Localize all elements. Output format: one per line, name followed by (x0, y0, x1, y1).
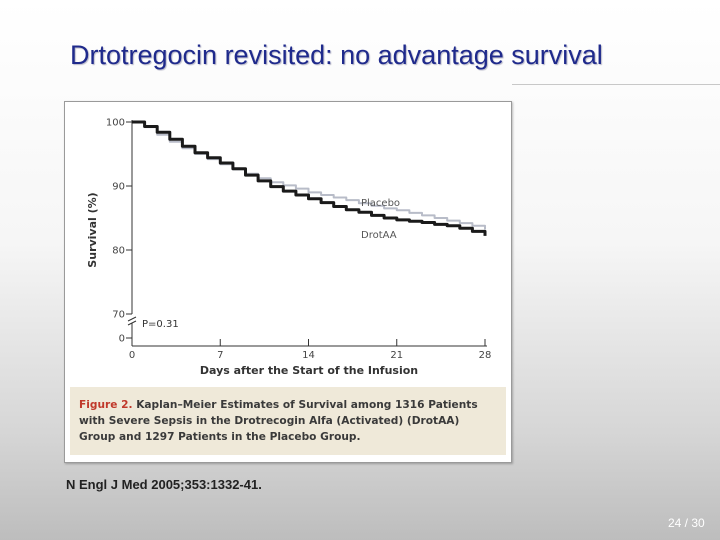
survival-chart: 0 70 80 90 100 0 7 14 21 28 Survival (%) Days aft… (86, 118, 492, 378)
x-tick-label: 21 (390, 350, 403, 361)
figure-caption: Figure 2. Kaplan–Meier Estimates of Surv… (79, 397, 499, 445)
y-tick-label: 100 (106, 118, 125, 129)
x-axis-label: Days after the Start of the Infusion (200, 364, 418, 377)
figure-caption-box: Figure 2. Kaplan–Meier Estimates of Surv… (70, 387, 506, 455)
citation: N Engl J Med 2005;353:1332-41. (66, 477, 262, 492)
x-tick-label: 14 (302, 350, 315, 361)
y-tick-label: 80 (112, 246, 125, 257)
x-tick-label: 7 (217, 350, 223, 361)
y-tick-label: 0 (119, 334, 125, 345)
caption-body: Kaplan–Meier Estimates of Survival among… (79, 399, 478, 443)
x-tick-label: 28 (479, 350, 492, 361)
y-tick-label: 90 (112, 182, 125, 193)
series-line-drotaa (132, 120, 487, 236)
title-divider (512, 84, 720, 85)
x-tick-label: 0 (129, 350, 135, 361)
legend-label-drotaa: DrotAA (361, 230, 397, 241)
caption-figure-label: Figure 2. (79, 399, 133, 411)
y-axis-label: Survival (%) (86, 192, 99, 267)
y-tick-label: 70 (112, 310, 125, 321)
p-value-label: P=0.31 (142, 319, 179, 330)
series-line-placebo (132, 121, 486, 230)
slide-title: Drtotregocin revisited: no advantage sur… (70, 40, 603, 70)
figure-panel: 0 70 80 90 100 0 7 14 21 28 Survival (%) Days aft… (64, 101, 512, 463)
legend-label-placebo: Placebo (361, 198, 400, 209)
page-number: 24 / 30 (668, 516, 705, 530)
